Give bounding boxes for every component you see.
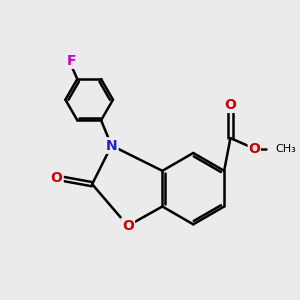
Text: F: F [67, 54, 76, 68]
Text: N: N [106, 139, 117, 152]
Text: O: O [51, 171, 62, 185]
Text: O: O [224, 98, 236, 112]
Text: O: O [122, 219, 134, 233]
Text: O: O [248, 142, 260, 155]
Text: CH₃: CH₃ [275, 143, 296, 154]
